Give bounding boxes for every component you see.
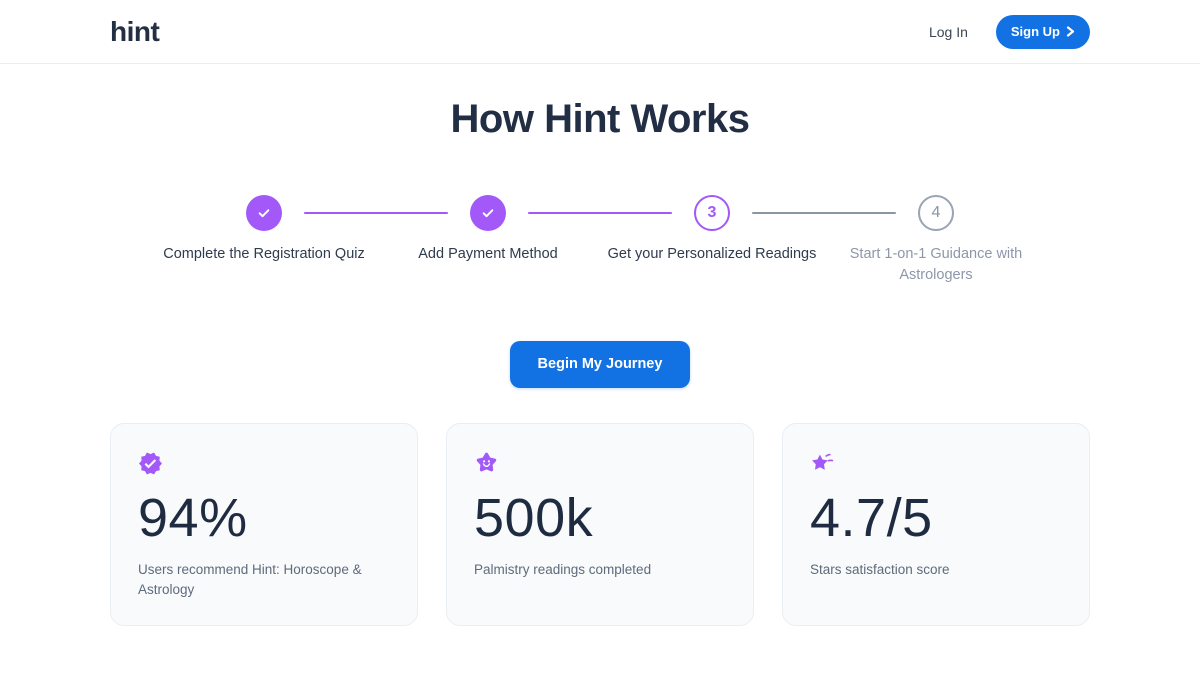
step-2-label: Add Payment Method [418, 246, 558, 262]
how-it-works-stepper: 3 4 Complete the Registration Quiz Add P… [152, 195, 1048, 287]
signup-button[interactable]: Sign Up [995, 14, 1090, 49]
stat-card-recommend: 94% Users recommend Hint: Horoscope & As… [110, 422, 418, 626]
step-connector-3 [752, 212, 896, 214]
begin-my-journey-button[interactable]: Begin My Journey [510, 340, 690, 388]
shooting-star-icon [812, 453, 834, 470]
stat-caption: Users recommend Hint: Horoscope & Astrol… [138, 561, 362, 597]
stat-value: 94% [138, 487, 248, 548]
stat-caption: Palmistry readings completed [474, 561, 652, 577]
step-3-label: Get your Personalized Readings [607, 246, 817, 262]
login-link[interactable]: Log In [928, 23, 968, 40]
stat-card-satisfaction: 4.7/5 Stars satisfaction score [782, 422, 1090, 626]
stat-card-readings: 500k Palmistry readings completed [446, 422, 754, 626]
chevron-right-icon [1066, 26, 1075, 37]
page-title: How Hint Works [450, 97, 750, 141]
stats-section: 94% Users recommend Hint: Horoscope & As… [110, 422, 1090, 626]
verified-badge-icon [139, 452, 162, 475]
step-4-label: Start 1-on-1 Guidance with Astrologers [849, 246, 1023, 284]
check-icon [258, 209, 270, 218]
check-icon [482, 209, 494, 218]
step-4-number: 4 [931, 204, 941, 221]
step-1-circle [246, 195, 282, 231]
hint-logo[interactable]: hint [110, 15, 160, 47]
step-1-label: Complete the Registration Quiz [163, 246, 365, 262]
step-3-number: 3 [707, 204, 717, 221]
step-connector-2 [528, 212, 672, 214]
star-smile-icon [476, 452, 497, 472]
signup-button-label: Sign Up [1010, 24, 1060, 39]
step-3-circle: 3 [694, 195, 730, 231]
step-4-circle: 4 [918, 195, 954, 231]
stat-value: 500k [474, 487, 594, 548]
stat-value: 4.7/5 [810, 487, 933, 548]
stat-caption: Stars satisfaction score [810, 561, 950, 577]
step-2-circle [470, 195, 506, 231]
step-connector-1 [304, 212, 448, 214]
header: hint Log In Sign Up [0, 0, 1200, 64]
